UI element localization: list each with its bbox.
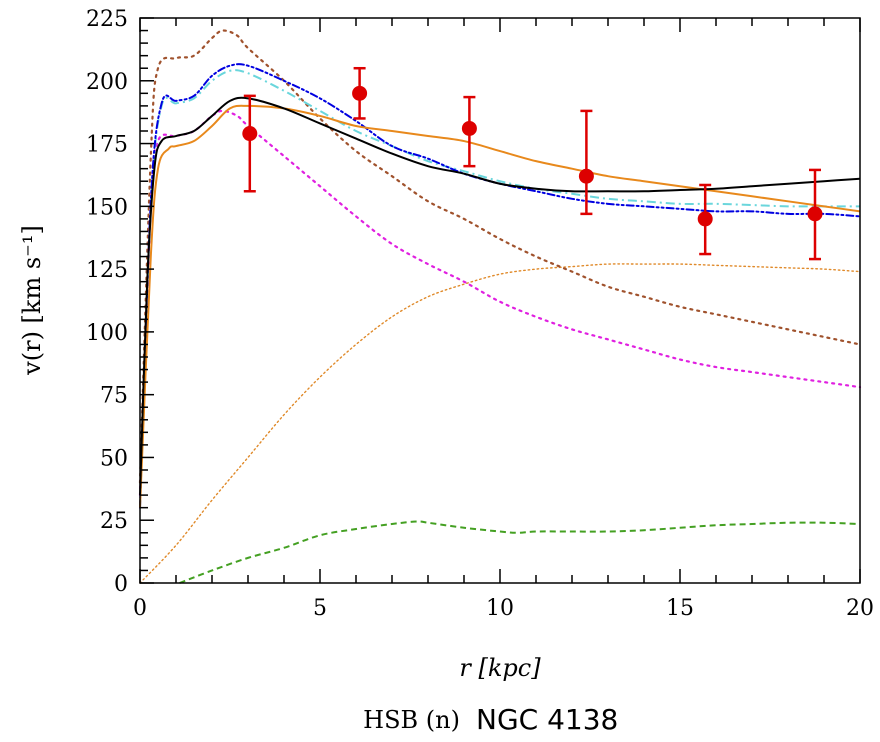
model-curve-6 — [139, 104, 861, 508]
y-tick-label: 0 — [114, 572, 128, 597]
x-tick-label: 20 — [846, 596, 874, 621]
model-curve-4 — [139, 69, 860, 508]
caption-prefix: HSB (n) — [363, 706, 460, 734]
data-point — [697, 183, 713, 256]
y-tick-label: 75 — [100, 384, 128, 409]
data-marker — [807, 206, 823, 222]
data-marker — [461, 120, 477, 136]
y-tick-label: 125 — [86, 258, 128, 283]
model-curve-1 — [179, 520, 861, 584]
data-point — [461, 95, 477, 168]
data-point — [578, 109, 594, 216]
x-tick-label: 0 — [133, 596, 147, 621]
y-tick-label: 200 — [86, 70, 128, 95]
galaxy-name: NGC 4138 — [476, 703, 618, 736]
data-marker — [242, 126, 258, 142]
data-point — [807, 168, 823, 261]
y-tick-label: 100 — [86, 321, 128, 346]
x-tick-label: 15 — [666, 596, 694, 621]
plot-frame — [139, 17, 861, 584]
x-axis-label: r [kpc] — [459, 654, 541, 682]
data-point — [242, 94, 258, 193]
model-curve-3 — [138, 109, 862, 497]
model-curve-5 — [139, 63, 861, 509]
y-tick-label: 225 — [86, 7, 128, 32]
y-tick-label: 150 — [86, 195, 128, 220]
model-curve-2 — [138, 29, 862, 484]
model-curve-7 — [139, 96, 861, 496]
data-marker — [697, 211, 713, 227]
data-point — [352, 66, 368, 120]
data-marker — [578, 168, 594, 184]
y-tick-label: 50 — [100, 446, 128, 471]
model-curve-0 — [139, 263, 861, 584]
y-tick-label: 175 — [86, 133, 128, 158]
data-marker — [352, 85, 368, 101]
x-tick-label: 10 — [486, 596, 514, 621]
y-axis-label: v(r) [km s⁻¹] — [18, 225, 46, 376]
x-tick-label: 5 — [313, 596, 327, 621]
y-tick-label: 25 — [100, 509, 128, 534]
